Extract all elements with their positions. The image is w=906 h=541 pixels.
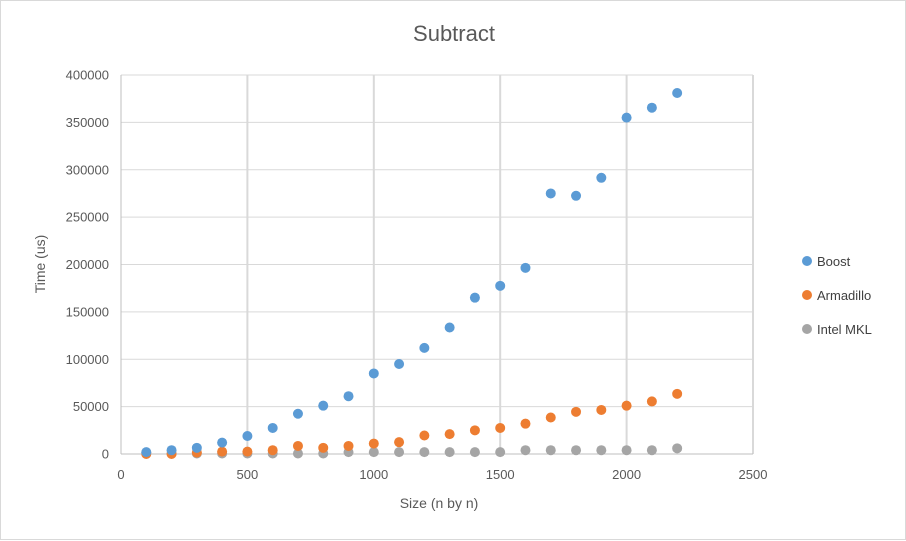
data-point-intel-mkl bbox=[394, 447, 405, 458]
x-axis-ticks: 0 500 1000 1500 2000 2500 bbox=[117, 467, 767, 482]
data-point-intel-mkl bbox=[571, 445, 582, 456]
x-tick-label: 2000 bbox=[612, 467, 641, 482]
data-point-armadillo bbox=[368, 438, 379, 449]
data-point-boost bbox=[444, 322, 455, 333]
data-point-armadillo bbox=[343, 440, 354, 451]
data-point-intel-mkl bbox=[469, 447, 480, 458]
data-point-boost bbox=[672, 88, 683, 99]
data-point-intel-mkl bbox=[444, 447, 455, 458]
data-point-armadillo bbox=[596, 404, 607, 415]
data-point-armadillo bbox=[469, 425, 480, 436]
legend-marker-armadillo bbox=[802, 290, 812, 300]
data-point-boost bbox=[469, 292, 480, 303]
data-point-boost bbox=[141, 447, 152, 458]
data-point-boost bbox=[520, 262, 531, 273]
y-axis-ticks: 0 50000 100000 150000 200000 250000 300000 3500… bbox=[66, 68, 109, 462]
data-point-armadillo bbox=[672, 388, 683, 399]
data-point-armadillo bbox=[419, 430, 430, 441]
data-point-boost bbox=[318, 400, 329, 411]
data-point-intel-mkl bbox=[672, 443, 683, 454]
data-point-boost bbox=[191, 442, 202, 453]
data-point-armadillo bbox=[242, 446, 253, 457]
data-point-armadillo bbox=[495, 422, 506, 433]
y-tick-label: 400000 bbox=[66, 68, 109, 83]
data-point-armadillo bbox=[217, 446, 228, 457]
data-point-intel-mkl bbox=[368, 447, 379, 458]
y-tick-label: 250000 bbox=[66, 210, 109, 225]
x-tick-label: 500 bbox=[237, 467, 259, 482]
legend-label-boost: Boost bbox=[817, 254, 851, 269]
data-point-boost bbox=[368, 368, 379, 379]
data-point-boost bbox=[495, 280, 506, 291]
data-point-boost bbox=[596, 172, 607, 183]
data-point-boost bbox=[343, 391, 354, 402]
data-point-armadillo bbox=[571, 406, 582, 417]
data-point-armadillo bbox=[394, 437, 405, 448]
data-point-armadillo bbox=[621, 400, 632, 411]
data-point-boost bbox=[419, 342, 430, 353]
data-point-armadillo bbox=[318, 442, 329, 453]
x-axis-label: Size (n by n) bbox=[400, 495, 479, 511]
data-point-intel-mkl bbox=[419, 447, 430, 458]
data-point-boost bbox=[166, 445, 177, 456]
y-tick-label: 0 bbox=[102, 447, 109, 462]
y-tick-label: 200000 bbox=[66, 257, 109, 272]
data-points bbox=[141, 88, 683, 459]
legend-marker-intel-mkl bbox=[802, 324, 812, 334]
data-point-armadillo bbox=[292, 440, 303, 451]
data-point-boost bbox=[621, 112, 632, 123]
gridlines bbox=[120, 74, 754, 455]
chart-title: Subtract bbox=[413, 21, 495, 46]
data-point-armadillo bbox=[646, 396, 657, 407]
x-tick-label: 2500 bbox=[739, 467, 768, 482]
data-point-intel-mkl bbox=[292, 448, 303, 459]
y-axis-label: Time (us) bbox=[32, 235, 48, 294]
x-tick-label: 0 bbox=[117, 467, 124, 482]
data-point-boost bbox=[267, 422, 278, 433]
data-point-boost bbox=[217, 437, 228, 448]
data-point-intel-mkl bbox=[621, 445, 632, 456]
data-point-armadillo bbox=[545, 412, 556, 423]
y-tick-label: 300000 bbox=[66, 162, 109, 177]
y-tick-label: 100000 bbox=[66, 352, 109, 367]
x-tick-label: 1500 bbox=[486, 467, 515, 482]
data-point-intel-mkl bbox=[520, 445, 531, 456]
data-point-intel-mkl bbox=[596, 445, 607, 456]
legend-label-armadillo: Armadillo bbox=[817, 288, 871, 303]
data-point-armadillo bbox=[520, 418, 531, 429]
data-point-intel-mkl bbox=[545, 445, 556, 456]
data-point-boost bbox=[545, 188, 556, 199]
x-tick-label: 1000 bbox=[359, 467, 388, 482]
data-point-boost bbox=[242, 430, 253, 441]
y-tick-label: 150000 bbox=[66, 304, 109, 319]
data-point-armadillo bbox=[267, 445, 278, 456]
data-point-armadillo bbox=[444, 429, 455, 440]
data-point-boost bbox=[394, 358, 405, 369]
legend-marker-boost bbox=[802, 256, 812, 266]
y-tick-label: 350000 bbox=[66, 115, 109, 130]
data-point-boost bbox=[646, 102, 657, 113]
y-tick-label: 50000 bbox=[73, 399, 109, 414]
legend-label-intel-mkl: Intel MKL bbox=[817, 322, 872, 337]
data-point-boost bbox=[571, 190, 582, 201]
legend: Boost Armadillo Intel MKL bbox=[802, 254, 872, 337]
data-point-boost bbox=[292, 408, 303, 419]
data-point-intel-mkl bbox=[646, 445, 657, 456]
data-point-intel-mkl bbox=[495, 447, 506, 458]
